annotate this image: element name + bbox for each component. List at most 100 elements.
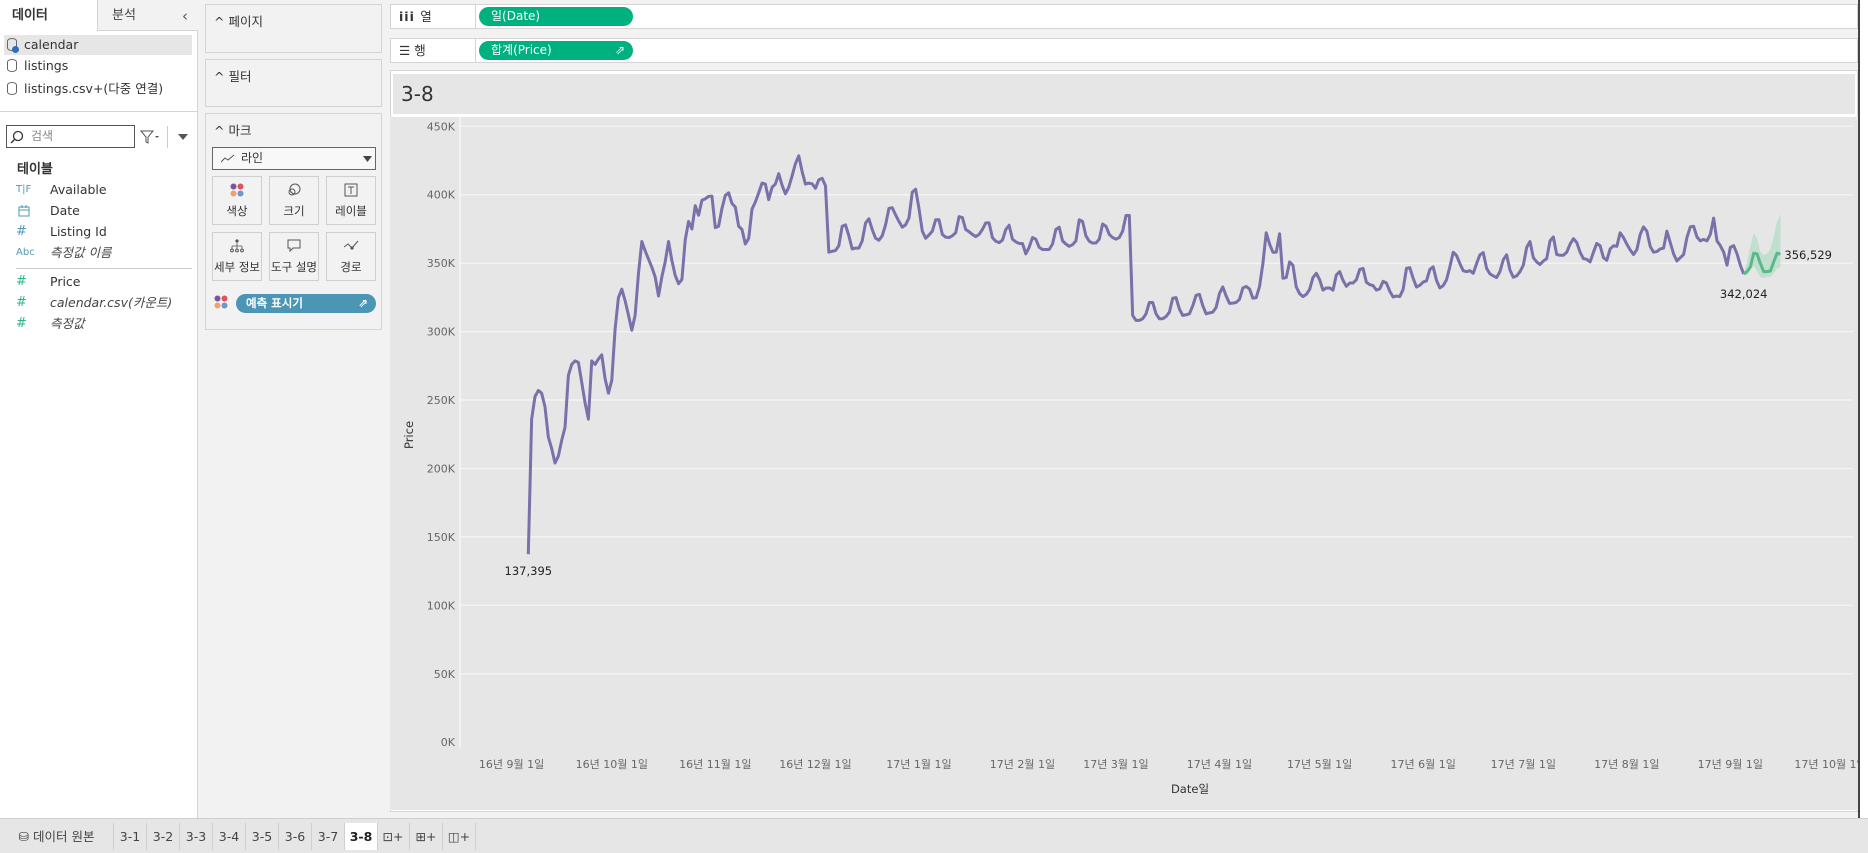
y-tick-label: 200K — [427, 462, 456, 475]
divider — [167, 126, 168, 148]
y-axis-title: Price — [402, 421, 416, 449]
sheet-tab-3-5[interactable]: 3-5 — [246, 823, 279, 850]
measure-icon: # — [16, 316, 27, 331]
sheet-tab-3-4[interactable]: 3-4 — [213, 823, 246, 850]
sheet-title: 3-8 — [393, 74, 1855, 114]
forecast-indicator-pill[interactable]: 예측 표시기 ⇗ — [236, 294, 376, 313]
tab-label: 데이터 원본 — [32, 829, 95, 844]
sheet-tab-3-7[interactable]: 3-7 — [312, 823, 345, 850]
field-listing-id[interactable]: # Listing Id — [16, 222, 196, 242]
field-calendar-count[interactable]: # calendar.csv(카운트) — [16, 293, 196, 313]
line-chart[interactable]: 0K 50K 100K 150K 200K 250K 300K 350K 400K 450K 16년… — [390, 117, 1858, 810]
tab-data[interactable]: 데이터 — [0, 0, 98, 31]
filters-card[interactable]: ^ 필터 — [205, 59, 382, 107]
y-tick-label: 250K — [427, 394, 456, 407]
data-source-tab[interactable]: ⛁ 데이터 원본 — [0, 823, 114, 850]
datasource-calendar[interactable]: calendar — [4, 35, 192, 55]
sheet-tab-3-2[interactable]: 3-2 — [147, 823, 180, 850]
button-label: 세부 정보 — [214, 260, 260, 274]
new-worksheet-button[interactable]: ⊡+ — [377, 823, 410, 850]
size-button[interactable]: 크기 — [269, 176, 319, 225]
x-tick-label: 16년 10월 1일 — [576, 757, 648, 771]
collapse-icon[interactable]: ^ — [214, 69, 229, 84]
database-icon — [7, 82, 17, 95]
field-label: Date — [50, 203, 80, 218]
mark-type-select[interactable]: 라인 — [212, 147, 376, 170]
datasource-listings[interactable]: listings — [4, 56, 192, 76]
chevron-down-icon — [363, 156, 372, 162]
columns-shelf[interactable]: iii 열 일(Date) — [390, 4, 1858, 29]
field-measure-names[interactable]: Abc 측정값 이름 — [16, 243, 196, 263]
divider — [16, 268, 192, 269]
field-measure-values[interactable]: # 측정값 — [16, 314, 196, 334]
x-tick-label: 16년 9월 1일 — [479, 757, 544, 771]
measure-icon: # — [16, 274, 27, 289]
card-title: 필터 — [228, 69, 252, 84]
x-tick-label: 16년 12월 1일 — [779, 757, 851, 771]
columns-icon: iii — [399, 9, 421, 24]
label-button[interactable]: 레이블 — [326, 176, 376, 225]
field-date[interactable]: Date — [16, 201, 196, 221]
field-label: Price — [50, 274, 81, 289]
section-title: 테이블 — [17, 162, 53, 177]
field-label: Listing Id — [50, 224, 107, 239]
data-label: 356,529 — [1784, 248, 1832, 262]
button-label: 경로 — [340, 260, 362, 274]
tooltip-button[interactable]: 도구 설명 — [269, 232, 319, 281]
collapse-icon[interactable]: ^ — [214, 123, 229, 138]
new-dashboard-button[interactable]: ⊞+ — [410, 823, 443, 850]
pages-card[interactable]: ^ 페이지 — [205, 4, 382, 53]
number-icon: # — [16, 224, 27, 239]
field-label: Available — [50, 182, 107, 197]
y-tick-label: 0K — [441, 736, 456, 749]
collapse-icon[interactable]: ^ — [214, 14, 229, 29]
x-tick-label: 17년 3월 1일 — [1083, 757, 1148, 771]
plot-area — [460, 117, 1853, 749]
search-input[interactable]: 검색 — [6, 125, 135, 148]
x-tick-label: 17년 4월 1일 — [1187, 757, 1252, 771]
button-label: 크기 — [283, 204, 305, 218]
datasource-label: listings.csv+(다중 연결) — [24, 81, 164, 96]
button-label: 도구 설명 — [271, 260, 317, 274]
dropdown-icon[interactable] — [178, 134, 188, 140]
scrollbar[interactable] — [1858, 0, 1868, 818]
datasource-listings-csv[interactable]: listings.csv+(다중 연결) — [4, 79, 192, 99]
button-label: 레이블 — [335, 204, 367, 218]
text-label-icon — [327, 177, 375, 201]
sheet-tab-3-1[interactable]: 3-1 — [114, 823, 147, 850]
y-tick-label: 150K — [427, 531, 456, 544]
card-title: 마크 — [228, 123, 252, 138]
pill-label: 합계(Price) — [491, 43, 552, 57]
field-price[interactable]: # Price — [16, 272, 196, 292]
boolean-icon: T|F — [16, 184, 32, 195]
field-available[interactable]: T|F Available — [16, 180, 196, 200]
field-label: calendar.csv(카운트) — [50, 295, 173, 310]
rows-shelf[interactable]: ☰ 행 합계(Price) ⇗ — [390, 38, 1858, 63]
sheet-tab-3-6[interactable]: 3-6 — [279, 823, 312, 850]
data-pane: 데이터 분석 ‹ calendar listings listings.csv+… — [0, 0, 198, 818]
y-tick-label: 100K — [427, 599, 456, 612]
x-tick-label: 17년 7월 1일 — [1491, 757, 1556, 771]
sheet-tab-3-8[interactable]: 3-8 — [345, 823, 378, 850]
detail-button[interactable]: 세부 정보 — [212, 232, 262, 281]
x-tick-label: 16년 11월 1일 — [679, 757, 751, 771]
filter-icon[interactable] — [140, 130, 160, 144]
path-button[interactable]: 경로 — [326, 232, 376, 281]
collapse-pane-icon[interactable]: ‹ — [182, 7, 188, 25]
rows-shelf-label: ☰ 행 — [391, 39, 476, 62]
y-tick-label: 350K — [427, 257, 456, 270]
x-tick-label: 17년 5월 1일 — [1287, 757, 1352, 771]
color-icon — [213, 177, 261, 201]
price-pill[interactable]: 합계(Price) ⇗ — [479, 41, 633, 60]
mark-type-value: 라인 — [241, 151, 264, 165]
color-button[interactable]: 색상 — [212, 176, 262, 225]
new-story-button[interactable]: ◫+ — [443, 823, 476, 850]
date-pill[interactable]: 일(Date) — [479, 7, 633, 26]
x-axis-title: Date일 — [1171, 782, 1209, 796]
tab-analysis[interactable]: 분석 — [98, 0, 198, 31]
rows-icon: ☰ — [399, 43, 415, 58]
sheet-tab-3-3[interactable]: 3-3 — [180, 823, 213, 850]
datasource-label: listings — [24, 58, 69, 73]
data-label: 342,024 — [1720, 287, 1768, 301]
card-title: 페이지 — [228, 14, 263, 29]
